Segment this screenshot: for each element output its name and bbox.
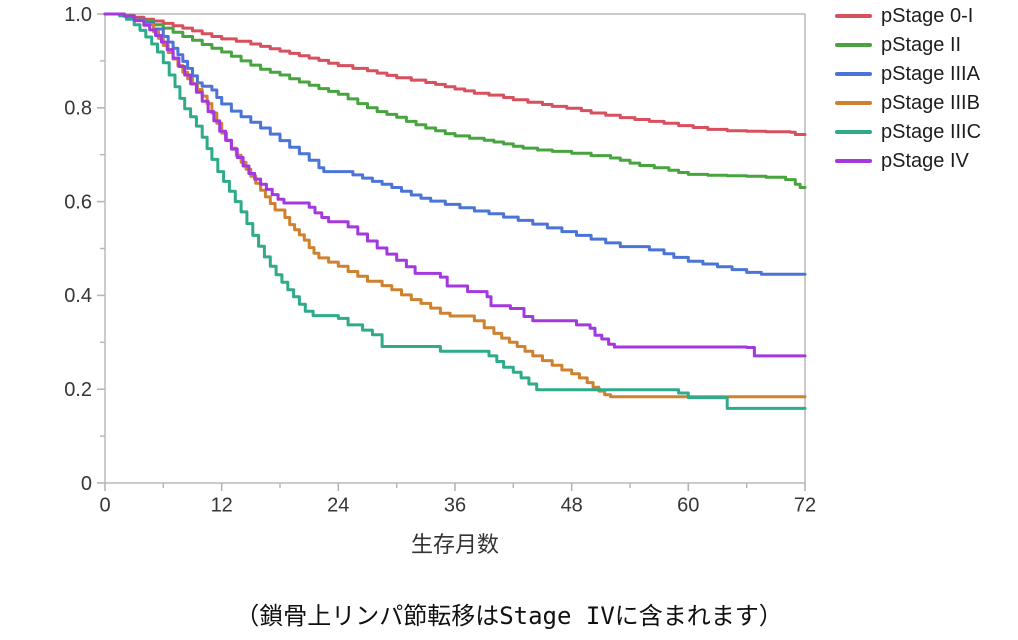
legend-label-pstage-ii: pStage II <box>881 33 962 56</box>
caption-latin: Stage IV <box>499 602 615 630</box>
curve-pstage-iiia <box>103 12 807 276</box>
legend-label-pstage-iiia: pStage IIIA <box>881 62 980 85</box>
x-tick-label-36: 36 <box>444 495 466 517</box>
curve-pstage-iiic <box>103 12 807 410</box>
y-tick-label-0.2: 0.2 <box>64 379 92 401</box>
y-tick-label-0: 0 <box>81 473 92 495</box>
y-tick-label-0.8: 0.8 <box>64 98 92 120</box>
legend-item-pstage-iv: pStage IV <box>835 146 981 175</box>
x-tick-label-72: 72 <box>794 495 816 517</box>
x-axis-title: 生存月数 <box>410 532 499 557</box>
legend-swatch-pstage-iiib <box>835 100 872 105</box>
x-tick-label-0: 0 <box>99 495 110 517</box>
caption-suffix: に含まれます） <box>614 603 783 630</box>
legend-label-pstage-iiic: pStage IIIC <box>881 120 982 143</box>
y-tick-label-0.4: 0.4 <box>64 285 92 307</box>
y-tick-label-0.6: 0.6 <box>64 191 92 213</box>
curve-pstage-iv <box>103 12 807 358</box>
legend-label-pstage-iv: pStage IV <box>881 149 969 172</box>
y-tick-label-1.0: 1.0 <box>64 4 92 26</box>
x-tick-label-12: 12 <box>211 495 233 517</box>
legend-swatch-pstage-iv <box>835 158 872 163</box>
legend-swatch-pstage-iiia <box>835 71 872 76</box>
plot-frame <box>104 13 806 484</box>
legend-item-pstage-iiib: pStage IIIB <box>835 88 981 117</box>
legend-item-pstage-ii: pStage II <box>835 30 981 59</box>
x-tick-label-24: 24 <box>327 495 349 517</box>
legend-swatch-pstage-ii <box>835 42 872 47</box>
legend-item-pstage-iiic: pStage IIIC <box>835 117 981 146</box>
curve-pstage-0-i <box>103 12 807 136</box>
caption-prefix: （鎖骨上リンパ節転移は <box>235 603 500 630</box>
curve-pstage-ii <box>103 12 807 189</box>
legend-item-pstage-iiia: pStage IIIA <box>835 59 981 88</box>
legend-swatch-pstage-0-i <box>835 13 872 18</box>
legend-swatch-pstage-iiic <box>835 129 872 134</box>
figure-caption: （鎖骨上リンパ節転移はStage IVに含まれます） <box>0 596 1018 631</box>
x-tick-label-48: 48 <box>561 495 583 517</box>
x-tick-label-60: 60 <box>677 495 699 517</box>
survival-chart-plot: 0 12 24 36 48 60 72 0 0.2 0.4 0.6 0.8 1.0 <box>64 4 816 517</box>
legend-label-pstage-0-i: pStage 0-I <box>881 4 974 27</box>
legend-item-pstage-0-i: pStage 0-I <box>835 1 981 30</box>
chart-legend: pStage 0-I pStage II pStage IIIA pStage III… <box>835 1 981 175</box>
legend-label-pstage-iiib: pStage IIIB <box>881 91 980 114</box>
